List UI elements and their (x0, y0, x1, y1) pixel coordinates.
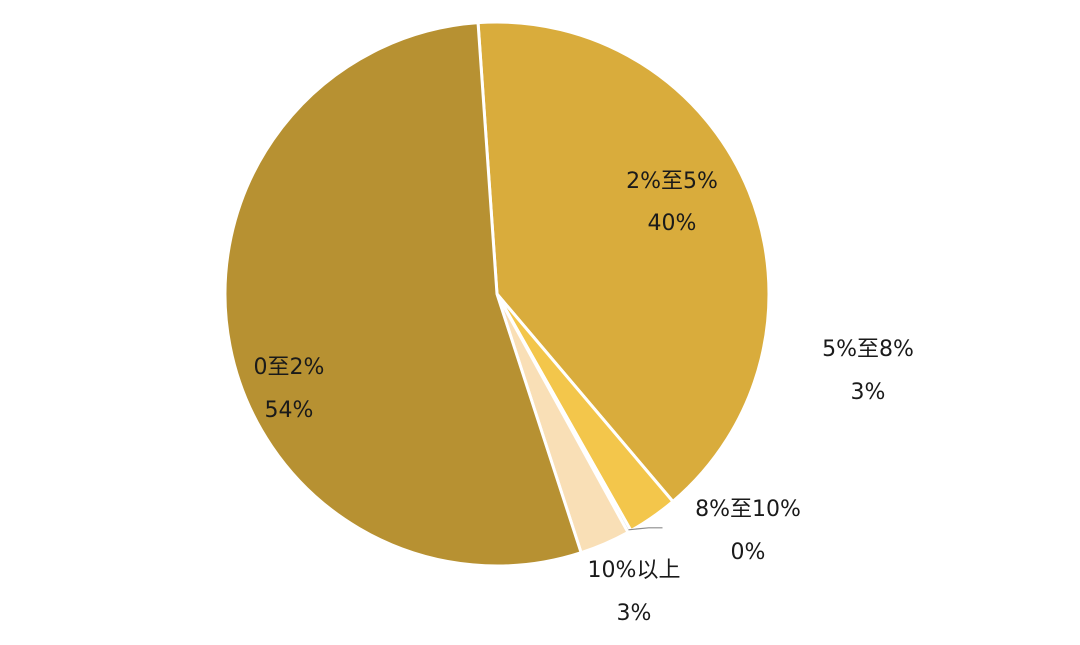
slice-2-5-percent: 40% (648, 211, 697, 236)
slice-label-0-2: 0至2% 54% (254, 355, 325, 423)
leader-lines (628, 527, 663, 531)
slice-label-8-10: 8%至10% 0% (695, 497, 801, 565)
slice-8-10-percent: 0% (731, 540, 766, 565)
slice-0-2-wedge (223, 21, 583, 568)
slice-label-2-5: 2%至5% 40% (626, 169, 718, 236)
slice-8-10-category: 8%至10% (695, 497, 801, 522)
slice-10-plus-category: 10%以上 (588, 558, 681, 583)
slice-2-5-wedge (476, 20, 771, 503)
slice-8-10-leader-line (628, 527, 663, 531)
slice-5-8-percent: 3% (851, 380, 886, 405)
slice-0-2-category: 0至2% (254, 355, 325, 380)
slice-5-8-category: 5%至8% (822, 337, 914, 362)
pie-slices (223, 20, 771, 568)
slice-2-5-category: 2%至5% (626, 169, 718, 194)
slice-10-plus-percent: 3% (617, 601, 652, 626)
slice-0-2-percent: 54% (265, 398, 314, 423)
slice-label-5-8: 5%至8% 3% (822, 337, 914, 405)
slice-label-10-plus: 10%以上 3% (588, 558, 681, 626)
